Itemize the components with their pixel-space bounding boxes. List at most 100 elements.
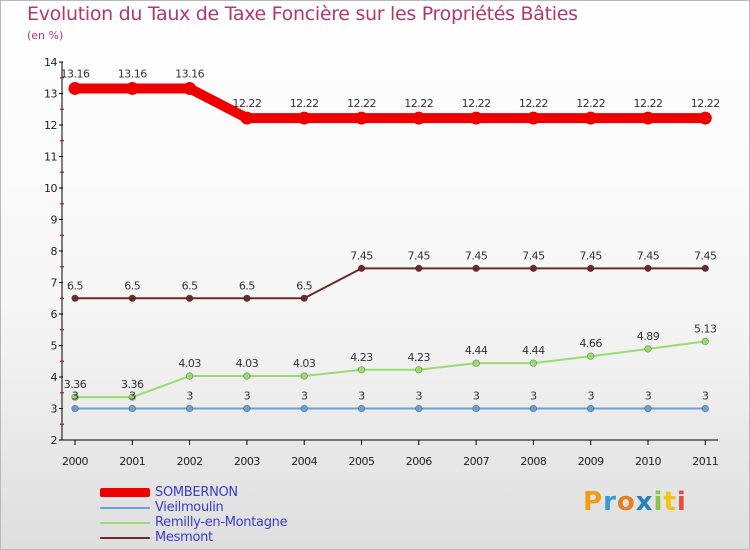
data-label: 13.16 [175,67,204,80]
data-point [587,264,595,272]
data-label: 13.16 [118,67,147,80]
data-label: 3 [358,390,365,403]
y-tick-label: 6 [51,308,58,321]
data-point [644,264,652,272]
y-tick-label: 13 [44,88,57,101]
y-tick-label: 3 [51,403,58,416]
x-tick-label: 2011 [692,455,718,468]
data-point [243,294,251,302]
logo-letter: x [635,487,654,517]
logo-letter: i [676,487,687,517]
data-point [185,294,194,302]
data-label: 3 [473,390,480,403]
data-label: 3 [186,390,193,403]
data-point [641,111,655,125]
data-point [243,372,251,380]
data-point [183,81,197,95]
y-tick-label: 12 [44,119,57,132]
data-label: 3 [702,390,709,403]
data-label: 12.22 [347,97,376,110]
x-tick-label: 2009 [578,455,604,468]
chart-subtitle: (en %) [27,29,64,42]
data-label: 12.22 [404,97,433,110]
data-point [469,111,483,125]
data-label: 7.45 [465,249,488,262]
data-label: 7.45 [637,249,660,262]
data-label: 12.22 [519,97,548,110]
data-label: 7.45 [579,249,602,262]
data-label: 13.16 [61,67,90,80]
data-point [529,264,538,272]
logo-letter: t [663,487,677,517]
data-label: 3 [72,390,79,403]
x-tick-label: 2002 [177,455,203,468]
data-point [644,404,652,413]
legend-label-sombernon: SOMBERNON [155,485,238,500]
data-label: 4.03 [236,357,259,370]
data-label: 12.22 [232,97,261,110]
data-label: 4.03 [178,357,201,370]
data-point [701,404,709,413]
data-label: 7.45 [694,249,717,262]
data-label: 4.23 [408,351,431,364]
chart-title: Evolution du Taux de Taxe Foncière sur l… [27,3,578,25]
data-point [300,372,308,380]
data-point [300,294,308,302]
data-label: 6.5 [124,279,140,292]
data-label: 4.44 [522,344,545,357]
data-point [529,359,538,367]
data-label: 4.44 [465,344,488,357]
data-point [526,111,540,125]
y-tick-label: 14 [44,56,57,69]
x-tick-label: 2004 [291,455,317,468]
data-label: 5.13 [694,322,717,335]
logo-letter: o [616,487,636,517]
data-point [128,294,136,302]
data-point [412,111,426,125]
x-tick-label: 2001 [119,455,145,468]
data-point [71,404,79,413]
data-label: 7.45 [522,249,545,262]
data-label: 6.5 [67,279,83,292]
data-point [185,404,194,413]
legend-swatch-vieilmoulin [100,507,150,509]
data-label: 3.36 [121,378,144,391]
data-label: 4.23 [350,351,373,364]
logo-letter: r [603,487,617,517]
data-point [128,393,136,401]
data-point [355,111,368,125]
data-point [644,345,652,353]
data-label: 3 [416,390,423,403]
data-point [472,264,480,272]
data-point [71,393,79,401]
data-label: 4.89 [637,330,660,343]
data-point [357,404,366,413]
data-point [698,111,712,125]
data-label: 3 [587,390,594,403]
data-point [701,264,709,272]
data-point [240,111,254,125]
y-tick-label: 5 [51,340,58,353]
data-point [243,404,251,413]
data-point [300,404,308,413]
data-point [584,111,598,125]
logo-letter: P [583,487,604,517]
y-tick-label: 2 [51,434,58,447]
data-label: 6.5 [296,279,312,292]
data-label: 3 [301,390,308,403]
data-label: 4.03 [293,357,316,370]
legend-swatch-remilly [100,522,150,524]
data-point [68,81,82,95]
data-label: 3 [530,390,537,403]
data-point [357,366,366,374]
data-label: 3 [645,390,652,403]
legend-label-mesmont: Mesmont [155,530,213,545]
logo-letter: i [653,487,664,517]
data-point [415,366,423,374]
data-point [472,404,480,413]
data-label: 12.22 [634,97,663,110]
legend-swatch-sombernon [100,488,150,497]
data-point [185,372,194,380]
legend-swatch-mesmont [100,537,150,539]
data-point [71,294,79,302]
